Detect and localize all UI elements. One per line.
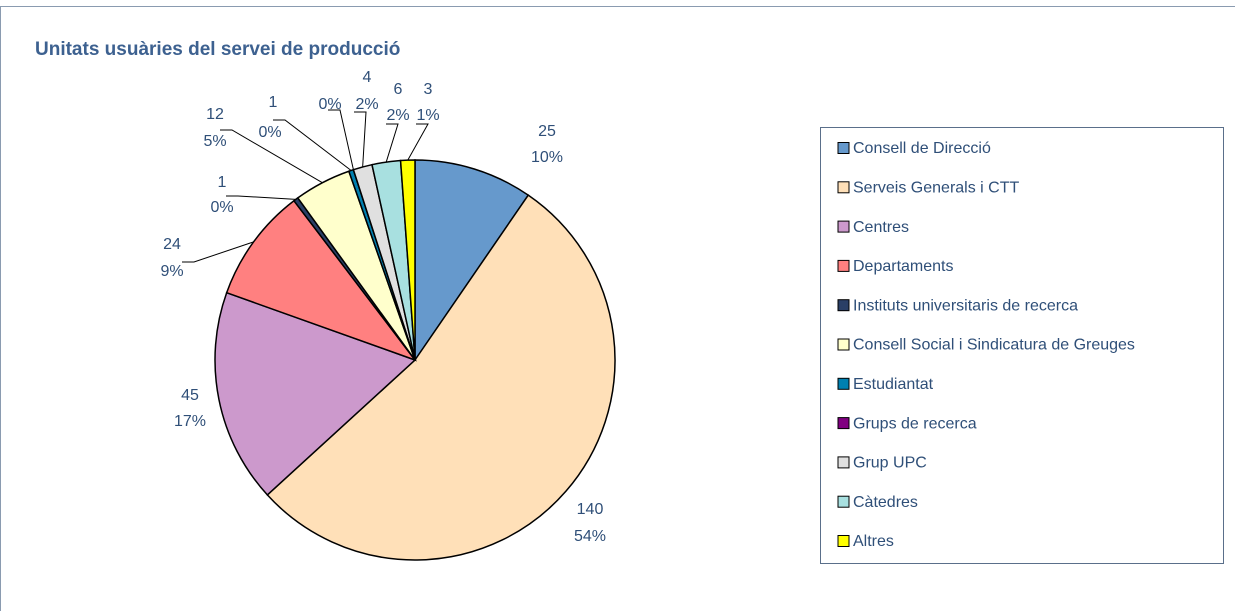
chart-title: Unitats usuàries del servei de producció [35,39,400,60]
value-label: 24 [163,236,181,253]
percent-label: 0% [318,96,341,113]
legend-label: Consell Social i Sindicatura de Greuges [853,337,1135,354]
percent-label: 17% [174,413,206,430]
percent-label: 0% [258,124,281,141]
percent-label: 1% [416,107,439,124]
legend-label: Grups de recerca [853,415,977,432]
legend-swatch [838,457,849,468]
value-label: 4 [363,69,372,86]
legend-label: Altres [853,533,894,550]
legend-swatch [838,339,849,350]
legend-label: Estudiantat [853,376,934,393]
legend-swatch [838,300,849,311]
percent-label: 0% [210,199,233,216]
legend-swatch [838,496,849,507]
value-label: 1 [218,174,227,191]
value-label: 140 [577,501,604,518]
legend-label: Departaments [853,258,954,275]
value-label: 3 [424,81,433,98]
legend-label: Consell de Direcció [853,140,991,157]
percent-label: 2% [355,96,378,113]
legend-label: Centres [853,219,909,236]
legend-swatch [838,418,849,429]
value-label: 25 [538,123,556,140]
percent-label: 54% [574,528,606,545]
legend-swatch [838,143,849,154]
legend-swatch [838,260,849,271]
legend-swatch [838,536,849,547]
value-label: 1 [269,94,278,111]
percent-label: 2% [386,107,409,124]
value-label: 12 [206,106,224,123]
value-label: 45 [181,387,199,404]
legend-label: Grup UPC [853,455,927,472]
value-label: 6 [394,81,403,98]
legend-label: Serveis Generals i CTT [853,180,1019,197]
percent-label: 10% [531,149,563,166]
percent-label: 5% [203,133,226,150]
legend-swatch [838,378,849,389]
legend-label: Càtedres [853,494,918,511]
percent-label: 9% [160,263,183,280]
legend-label: Instituts universitaris de recerca [853,297,1078,314]
legend-swatch [838,221,849,232]
legend-swatch [838,182,849,193]
